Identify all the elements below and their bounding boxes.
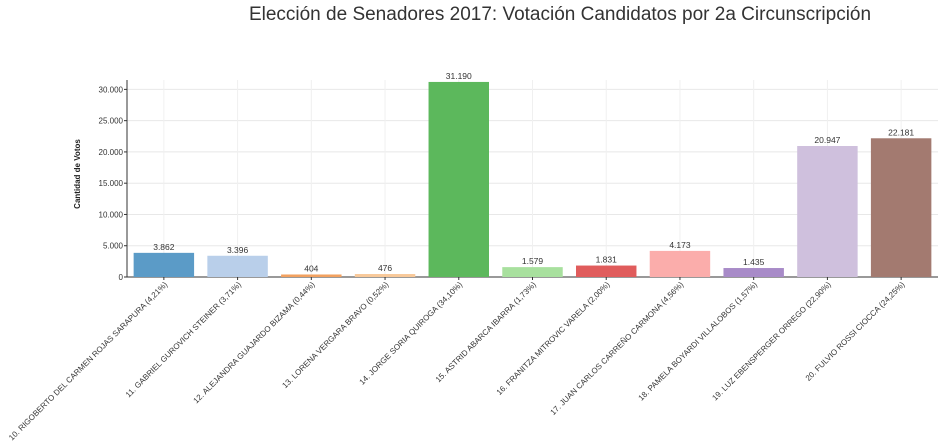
x-tick-label: 17. JUAN CARLOS CARREÑO CARMONA (4,56%) [549, 280, 686, 417]
bar[interactable] [723, 268, 784, 277]
bar[interactable] [797, 145, 858, 277]
bar[interactable] [575, 265, 637, 277]
x-tick-label: 12. ALEJANDRA GUAJARDO BIZAMA (0,44%) [192, 280, 317, 405]
data-label: 1.579 [522, 256, 544, 266]
y-tick-label: 5.000 [103, 242, 124, 251]
x-tick-label: 18. PAMELA BOYARDI VILLALOBOS (1,57%) [637, 280, 760, 403]
bar[interactable] [428, 81, 490, 278]
data-label: 20.947 [814, 135, 840, 145]
x-tick-label: 19. LUZ EBENSPERGER ORREGO (22,90%) [710, 280, 833, 403]
y-tick-label: 30.000 [99, 85, 124, 94]
data-label: 3.862 [153, 242, 175, 252]
bar[interactable] [207, 255, 268, 277]
y-tick-label: 20.000 [99, 148, 124, 157]
y-tick-label: 0 [119, 273, 124, 282]
data-label: 4.173 [669, 240, 691, 250]
bar[interactable] [281, 274, 342, 277]
y-axis-title: Cantidad de Votos [73, 139, 82, 209]
x-tick-label: 10. RIGOBERTO DEL CARMEN ROJAS SARAPURA … [7, 280, 169, 441]
bars [133, 81, 932, 278]
bar[interactable] [870, 138, 932, 277]
data-label: 476 [378, 263, 392, 273]
y-axis-ticks: 0 5.000 10.000 15.000 20.000 25.000 30.000 [99, 85, 127, 282]
y-tick-label: 10.000 [99, 210, 124, 219]
data-labels: 3.862 3.396 404 476 31.190 1.579 1.831 4.173 1.4… [153, 71, 914, 274]
data-label: 3.396 [227, 245, 249, 255]
bar[interactable] [502, 267, 563, 277]
data-label: 31.190 [446, 71, 472, 81]
y-tick-label: 15.000 [99, 179, 124, 188]
data-label: 1.435 [743, 257, 765, 267]
bar[interactable] [649, 250, 711, 277]
x-tick-label: 11. GABRIEL GUROVICH STEINER (3,71%) [124, 280, 243, 399]
x-tick-label: 16. FRANITZA MITROVIC VARELA (2,00%) [495, 280, 612, 397]
bar[interactable] [133, 252, 195, 277]
chart-title: Elección de Senadores 2017: Votación Can… [248, 4, 872, 25]
bar[interactable] [354, 274, 416, 277]
x-axis-tick-labels: 10. RIGOBERTO DEL CARMEN ROJAS SARAPURA … [7, 277, 907, 441]
data-label: 1.831 [596, 255, 618, 265]
y-tick-label: 25.000 [99, 117, 124, 126]
data-label: 404 [304, 263, 318, 273]
data-label: 22.181 [888, 127, 914, 137]
